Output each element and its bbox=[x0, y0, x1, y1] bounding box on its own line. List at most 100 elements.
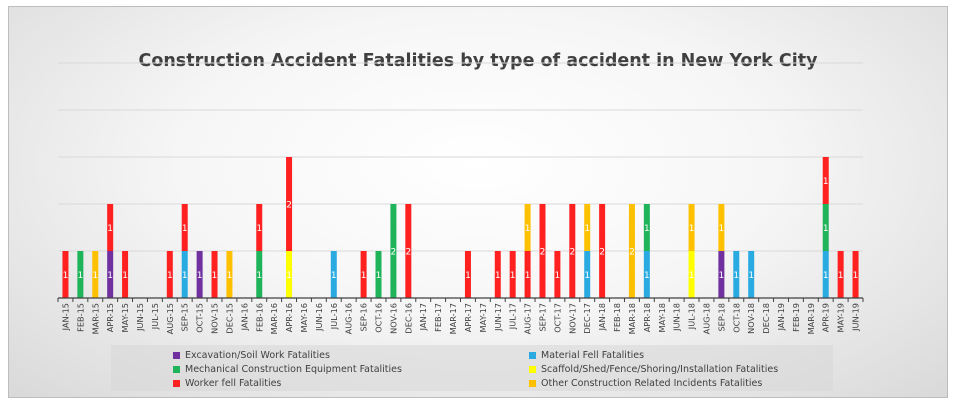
bar-segment bbox=[539, 204, 546, 298]
chart-title: Construction Accident Fatalities by type… bbox=[138, 51, 818, 71]
bar-segment bbox=[122, 251, 129, 298]
x-tick-label: FEB-17 bbox=[433, 303, 443, 332]
x-tick-label: JUN-18 bbox=[672, 303, 682, 332]
data-label: 2 bbox=[569, 248, 575, 258]
bar-segment bbox=[107, 251, 114, 298]
x-tick-label: FEB-15 bbox=[75, 303, 85, 332]
data-label: 1 bbox=[853, 271, 859, 281]
data-label: 1 bbox=[719, 224, 725, 234]
bar-segment bbox=[718, 204, 725, 251]
legend-swatch bbox=[173, 366, 180, 373]
data-label: 1 bbox=[361, 271, 367, 281]
x-tick-label: AUG-17 bbox=[523, 303, 533, 334]
gridlines bbox=[58, 62, 863, 252]
bar-segment bbox=[211, 251, 218, 298]
x-tick-label: OCT-16 bbox=[374, 303, 384, 333]
x-tick-label: MAR-16 bbox=[269, 303, 279, 334]
legend-item: Scaffold/Shed/Fence/Shoring/Installation… bbox=[529, 364, 778, 375]
x-tick-label: MAY-15 bbox=[120, 303, 130, 332]
bar-segment bbox=[390, 204, 397, 298]
bar-segment bbox=[256, 251, 263, 298]
bar-segment bbox=[107, 204, 114, 251]
x-tick-label: AUG-15 bbox=[165, 303, 175, 334]
x-tick-label: SEP-17 bbox=[537, 303, 547, 332]
legend-swatch bbox=[529, 366, 536, 373]
bar-segment bbox=[509, 251, 516, 298]
x-tick-label: AUG-16 bbox=[344, 303, 354, 334]
legend-item: Material Fell Fatalities bbox=[529, 350, 644, 361]
x-tick-label: FEB-16 bbox=[254, 303, 264, 332]
data-label: 1 bbox=[167, 271, 173, 281]
x-tick-label: MAY-16 bbox=[299, 303, 309, 332]
bar-segment bbox=[822, 204, 829, 251]
data-label: 1 bbox=[823, 177, 829, 187]
data-label: 1 bbox=[107, 224, 113, 234]
x-tick-label: NOV-17 bbox=[567, 303, 577, 334]
x-tick-label: DEC-17 bbox=[582, 303, 592, 334]
x-tick-label: NOV-18 bbox=[746, 303, 756, 334]
bar-segment bbox=[330, 251, 337, 298]
bar-segment bbox=[852, 251, 859, 298]
legend-swatch bbox=[173, 380, 180, 387]
data-label: 1 bbox=[495, 271, 501, 281]
data-label: 1 bbox=[644, 271, 650, 281]
data-label: 1 bbox=[122, 271, 128, 281]
bar-segment bbox=[286, 157, 293, 251]
data-label: 2 bbox=[405, 248, 411, 258]
bars bbox=[62, 157, 859, 298]
data-label: 1 bbox=[644, 224, 650, 234]
bar-segment bbox=[569, 204, 576, 298]
x-tick-label: APR-19 bbox=[821, 303, 831, 332]
bar-segment bbox=[405, 204, 412, 298]
bar-segment bbox=[643, 204, 650, 251]
data-label: 2 bbox=[286, 201, 292, 211]
x-tick-label: DEC-16 bbox=[403, 303, 413, 334]
data-label: 1 bbox=[525, 224, 531, 234]
bar-segment bbox=[584, 251, 591, 298]
bar-segment bbox=[62, 251, 69, 298]
bar-segment bbox=[226, 251, 233, 298]
data-label: 1 bbox=[719, 271, 725, 281]
data-label: 1 bbox=[823, 271, 829, 281]
x-tick-label: NOV-16 bbox=[388, 303, 398, 334]
bar-segment bbox=[599, 204, 606, 298]
x-tick-label: JUN-16 bbox=[314, 303, 324, 332]
data-label: 1 bbox=[286, 271, 292, 281]
bar-segment bbox=[554, 251, 561, 298]
bar-segment bbox=[718, 251, 725, 298]
x-tick-label: FEB-18 bbox=[612, 303, 622, 332]
bar-segment bbox=[77, 251, 84, 298]
bar-segment bbox=[822, 251, 829, 298]
x-tick-label: JUL-18 bbox=[687, 303, 697, 330]
bar-segment bbox=[748, 251, 755, 298]
data-label: 2 bbox=[599, 248, 605, 258]
x-tick-label: JAN-15 bbox=[60, 303, 70, 331]
x-tick-label: MAR-18 bbox=[627, 303, 637, 334]
data-label: 1 bbox=[182, 271, 188, 281]
x-tick-label: MAY-17 bbox=[478, 303, 488, 332]
data-label: 1 bbox=[77, 271, 83, 281]
x-tick-label: JAN-19 bbox=[776, 303, 786, 331]
x-tick-label: DEC-15 bbox=[224, 303, 234, 334]
x-tick-label: MAR-17 bbox=[448, 303, 458, 334]
data-label: 1 bbox=[733, 271, 739, 281]
x-tick-label: JUL-16 bbox=[329, 303, 339, 330]
data-label: 1 bbox=[525, 271, 531, 281]
legend-swatch bbox=[173, 352, 180, 359]
bar-segment bbox=[464, 251, 471, 298]
x-tick-label: JAN-16 bbox=[239, 303, 249, 331]
legend-swatch bbox=[529, 380, 536, 387]
x-tick-label: NOV-15 bbox=[210, 303, 220, 334]
data-label: 1 bbox=[227, 271, 233, 281]
x-tick-label: OCT-17 bbox=[552, 303, 562, 333]
legend-item: Excavation/Soil Work Fatalities bbox=[173, 350, 330, 361]
x-tick-label: APR-16 bbox=[284, 303, 294, 332]
data-label: 1 bbox=[331, 271, 337, 281]
legend-label: Worker fell Fatalities bbox=[185, 378, 282, 389]
bar-segment bbox=[524, 251, 531, 298]
bar-segment bbox=[733, 251, 740, 298]
legend-label: Mechanical Construction Equipment Fatali… bbox=[185, 364, 402, 375]
legend-item: Mechanical Construction Equipment Fatali… bbox=[173, 364, 402, 375]
